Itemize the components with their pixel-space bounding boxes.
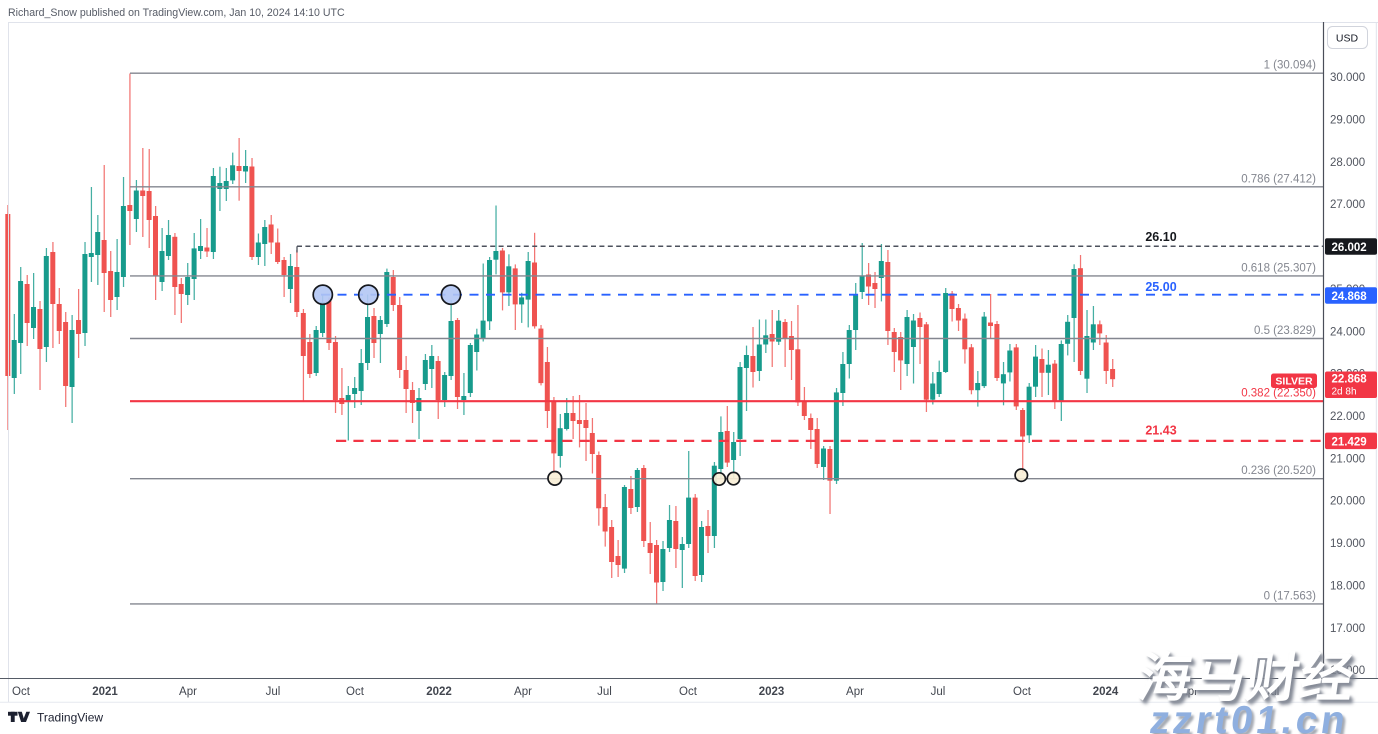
svg-text:Oct: Oct xyxy=(346,686,365,698)
svg-text:18.000: 18.000 xyxy=(1330,580,1365,592)
svg-text:26.002: 26.002 xyxy=(1332,242,1367,254)
svg-text:2024: 2024 xyxy=(1093,686,1119,698)
svg-text:0.618 (25.307): 0.618 (25.307) xyxy=(1241,262,1316,274)
svg-text:Oct: Oct xyxy=(679,686,698,698)
svg-text:Apr: Apr xyxy=(514,686,532,698)
svg-text:19.000: 19.000 xyxy=(1330,538,1365,550)
svg-text:22.000: 22.000 xyxy=(1330,411,1365,423)
svg-text:2d 8h: 2d 8h xyxy=(1332,386,1357,397)
svg-text:25.00: 25.00 xyxy=(1145,280,1176,294)
svg-text:20.000: 20.000 xyxy=(1330,496,1365,508)
svg-text:Oct: Oct xyxy=(1013,686,1032,698)
svg-text:29.000: 29.000 xyxy=(1330,115,1365,127)
svg-text:Apr: Apr xyxy=(1180,686,1198,698)
svg-text:Jul: Jul xyxy=(931,686,946,698)
svg-text:24.000: 24.000 xyxy=(1330,326,1365,338)
svg-text:2022: 2022 xyxy=(426,686,452,698)
svg-text:2023: 2023 xyxy=(759,686,785,698)
svg-text:30.000: 30.000 xyxy=(1330,72,1365,84)
svg-text:1 (30.094): 1 (30.094) xyxy=(1264,60,1317,72)
svg-text:TradingView: TradingView xyxy=(37,711,103,725)
svg-text:Jul: Jul xyxy=(597,686,612,698)
svg-text:0.236 (20.520): 0.236 (20.520) xyxy=(1241,465,1316,477)
svg-text:28.000: 28.000 xyxy=(1330,157,1365,169)
svg-text:0.786 (27.412): 0.786 (27.412) xyxy=(1241,173,1316,185)
svg-text:Richard_Snow published on Trad: Richard_Snow published on TradingView.co… xyxy=(8,7,345,19)
svg-text:Jul: Jul xyxy=(266,686,281,698)
svg-text:17.000: 17.000 xyxy=(1330,623,1365,635)
svg-text:Jul: Jul xyxy=(1265,686,1280,698)
svg-text:22.868: 22.868 xyxy=(1332,373,1368,385)
svg-text:SILVER: SILVER xyxy=(1275,376,1313,388)
svg-text:0 (17.563): 0 (17.563) xyxy=(1264,590,1317,602)
svg-text:16.000: 16.000 xyxy=(1330,665,1365,677)
svg-text:2021: 2021 xyxy=(92,686,118,698)
svg-text:Apr: Apr xyxy=(846,686,864,698)
svg-text:21.000: 21.000 xyxy=(1330,453,1365,465)
svg-text:24.868: 24.868 xyxy=(1332,291,1368,303)
svg-text:Oct: Oct xyxy=(12,686,31,698)
svg-text:27.000: 27.000 xyxy=(1330,199,1365,211)
svg-text:21.43: 21.43 xyxy=(1145,424,1176,438)
svg-text:USD: USD xyxy=(1336,33,1359,45)
svg-text:0.382 (22.350): 0.382 (22.350) xyxy=(1241,388,1316,400)
svg-text:0.5 (23.829): 0.5 (23.829) xyxy=(1254,325,1316,337)
svg-text:Apr: Apr xyxy=(179,686,197,698)
svg-text:26.10: 26.10 xyxy=(1145,230,1176,244)
svg-text:21.429: 21.429 xyxy=(1332,436,1367,448)
